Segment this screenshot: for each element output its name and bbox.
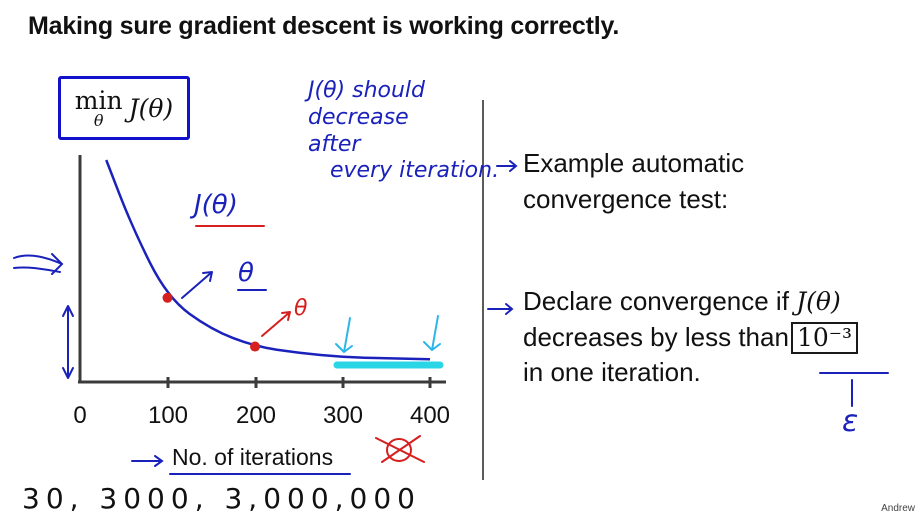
bottom-numbers: 30, 3000, 3,000,000 xyxy=(22,482,421,515)
bullet1-line2: convergence test: xyxy=(523,183,729,214)
x-tick-label-300: 300 xyxy=(322,402,364,429)
note-line3: after xyxy=(308,131,361,157)
cyan-arrow-left xyxy=(335,317,353,353)
bullet2-line2: decreases by less than 10⁻³ xyxy=(523,320,858,356)
x-tick-labels: 0 100 200 300 400 xyxy=(0,402,480,432)
vertical-divider xyxy=(482,100,484,480)
speaker-credit: Andrew xyxy=(881,503,915,514)
epsilon-label: ε xyxy=(842,404,859,439)
curve-marker-100 xyxy=(162,292,173,303)
cost-function-label: J(θ) xyxy=(128,93,174,123)
bullet2-text1: Declare convergence if xyxy=(523,286,789,316)
x-tick-label-100: 100 xyxy=(147,402,189,429)
arrow-to-theta1 xyxy=(181,271,213,299)
bullet2-line3: in one iteration. xyxy=(523,357,701,388)
bullet2-text2: decreases by less than xyxy=(523,321,789,352)
crossed-symbol xyxy=(375,435,425,463)
bullet2-line1: Declare convergence if J(θ) xyxy=(523,284,858,320)
threshold-box: 10⁻³ xyxy=(790,321,858,355)
min-subscript: θ xyxy=(93,110,104,130)
curve-marker-200 xyxy=(250,341,260,352)
min-operator: min θ xyxy=(75,88,123,129)
cost-curve xyxy=(105,159,431,361)
theta2-label: θ xyxy=(294,296,308,321)
theta1-label: θ xyxy=(238,258,254,288)
slide-title: Making sure gradient descent is working … xyxy=(28,12,620,40)
arrow-to-theta2 xyxy=(261,311,291,337)
curve-label: J(θ) xyxy=(194,190,238,220)
bullet-arrow-1 xyxy=(496,160,518,172)
y-axis-label: min θ J(θ) xyxy=(58,76,190,140)
note-line2: decrease xyxy=(308,104,409,130)
min-word: min xyxy=(74,85,123,115)
x-tick-label-400: 400 xyxy=(409,402,451,429)
x-axis-label: No. of iterations xyxy=(172,444,334,470)
note-line1: J(θ) should xyxy=(308,78,425,103)
bullet-declare-convergence: Declare convergence if J(θ) decreases by… xyxy=(523,284,858,391)
note-line4: every iteration. xyxy=(330,158,500,184)
bullet-arrow-2 xyxy=(487,303,514,315)
bullet-automatic-test: Example automatic convergence test: xyxy=(523,146,744,217)
bullet1-line1: Example automatic xyxy=(523,148,745,178)
x-tick-label-0: 0 xyxy=(73,402,87,429)
left-squiggle-arrow xyxy=(13,253,64,275)
bullet2-math: J(θ) xyxy=(796,287,841,316)
handwritten-note: J(θ) should decrease after every iterati… xyxy=(308,78,499,185)
x-tick-label-200: 200 xyxy=(235,402,277,429)
xlabel-arrow xyxy=(131,455,164,467)
cyan-arrow-right xyxy=(423,315,441,351)
crossed-theta xyxy=(386,438,412,462)
y-arrow-double xyxy=(62,305,74,379)
